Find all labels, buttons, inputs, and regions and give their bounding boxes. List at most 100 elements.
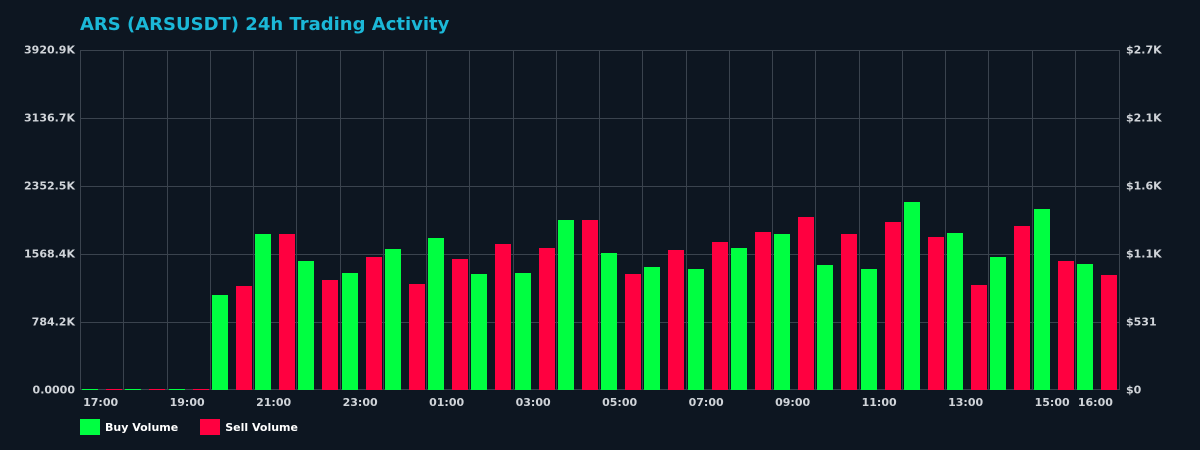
- x-tick: 01:00: [429, 396, 465, 409]
- sell-volume-bar[interactable]: [712, 242, 728, 390]
- y-left-tick: 3136.7K: [24, 111, 75, 125]
- buy-volume-bar[interactable]: [947, 233, 963, 390]
- sell-volume-bar[interactable]: [798, 217, 814, 390]
- h-gridline: [81, 118, 1119, 119]
- buy-volume-bar[interactable]: [471, 274, 487, 390]
- sell-volume-bar[interactable]: [755, 232, 771, 390]
- sell-volume-bar[interactable]: [322, 280, 338, 390]
- buy-volume-bar[interactable]: [731, 248, 747, 390]
- sell-volume-bar[interactable]: [841, 234, 857, 390]
- sell-swatch-icon: [200, 419, 221, 435]
- buy-volume-bar[interactable]: [212, 295, 228, 390]
- v-gridline: [772, 50, 773, 390]
- sell-volume-bar[interactable]: [928, 237, 944, 390]
- sell-volume-bar[interactable]: [539, 248, 555, 390]
- buy-volume-bar[interactable]: [774, 234, 790, 390]
- sell-volume-bar[interactable]: [885, 222, 901, 390]
- buy-volume-bar[interactable]: [342, 273, 358, 390]
- h-gridline: [81, 254, 1119, 255]
- legend-item-buy[interactable]: Buy Volume: [80, 419, 178, 435]
- legend-label-sell: Sell Volume: [225, 420, 298, 434]
- buy-volume-bar[interactable]: [255, 234, 271, 390]
- y-right-tick: $0: [1126, 383, 1142, 397]
- v-gridline: [1032, 50, 1033, 390]
- v-gridline: [556, 50, 557, 390]
- sell-volume-bar[interactable]: [193, 389, 209, 390]
- y-left-tick: 784.2K: [31, 315, 75, 329]
- v-gridline: [123, 50, 124, 390]
- v-gridline: [426, 50, 427, 390]
- sell-volume-bar[interactable]: [236, 286, 252, 390]
- sell-volume-bar[interactable]: [409, 284, 425, 390]
- sell-volume-bar[interactable]: [582, 220, 598, 390]
- buy-volume-bar[interactable]: [644, 267, 660, 390]
- v-gridline: [729, 50, 730, 390]
- buy-volume-bar[interactable]: [428, 238, 444, 390]
- buy-volume-bar[interactable]: [990, 257, 1006, 390]
- h-gridline: [81, 50, 1119, 51]
- legend-label-buy: Buy Volume: [105, 420, 179, 434]
- buy-volume-bar[interactable]: [1034, 209, 1050, 390]
- buy-volume-bar[interactable]: [82, 389, 98, 390]
- buy-volume-bar[interactable]: [385, 249, 401, 390]
- buy-volume-bar[interactable]: [169, 389, 185, 390]
- chart-title: ARS (ARSUSDT) 24h Trading Activity: [80, 14, 450, 35]
- buy-volume-bar[interactable]: [298, 261, 314, 390]
- buy-volume-bar[interactable]: [688, 269, 704, 390]
- x-tick: 17:00: [83, 396, 119, 409]
- v-gridline: [210, 50, 211, 390]
- v-gridline: [642, 50, 643, 390]
- x-tick: 13:00: [948, 396, 984, 409]
- legend-item-sell[interactable]: Sell Volume: [200, 419, 298, 435]
- y-right-tick: $1.1K: [1126, 247, 1162, 261]
- buy-volume-bar[interactable]: [125, 389, 141, 390]
- v-gridline: [859, 50, 860, 390]
- x-tick: 09:00: [775, 396, 811, 409]
- y-right-tick: $1.6K: [1126, 179, 1162, 193]
- x-tick: 05:00: [602, 396, 638, 409]
- x-tick: 19:00: [169, 396, 205, 409]
- x-tick: 23:00: [342, 396, 378, 409]
- v-gridline: [902, 50, 903, 390]
- v-gridline: [469, 50, 470, 390]
- y-left-tick: 0.0000: [32, 383, 75, 397]
- buy-volume-bar[interactable]: [904, 202, 920, 390]
- h-gridline: [81, 186, 1119, 187]
- sell-volume-bar[interactable]: [366, 257, 382, 390]
- buy-volume-bar[interactable]: [515, 273, 531, 390]
- sell-volume-bar[interactable]: [279, 234, 295, 390]
- v-gridline: [599, 50, 600, 390]
- sell-volume-bar[interactable]: [106, 389, 122, 390]
- sell-volume-bar[interactable]: [452, 259, 468, 390]
- y-right-tick: $2.1K: [1126, 111, 1162, 125]
- sell-volume-bar[interactable]: [495, 244, 511, 390]
- buy-volume-bar[interactable]: [861, 269, 877, 390]
- v-gridline: [167, 50, 168, 390]
- y-left-tick: 2352.5K: [24, 179, 75, 193]
- v-gridline: [1075, 50, 1076, 390]
- sell-volume-bar[interactable]: [971, 285, 987, 390]
- legend: Buy Volume Sell Volume: [80, 419, 320, 435]
- x-tick: 15:00: [1034, 396, 1070, 409]
- x-tick: 03:00: [515, 396, 551, 409]
- sell-volume-bar[interactable]: [149, 389, 165, 390]
- sell-volume-bar[interactable]: [668, 250, 684, 390]
- x-tick: 21:00: [256, 396, 292, 409]
- y-right-tick: $531: [1126, 315, 1157, 329]
- buy-volume-bar[interactable]: [558, 220, 574, 390]
- v-gridline: [383, 50, 384, 390]
- v-gridline: [340, 50, 341, 390]
- buy-volume-bar[interactable]: [1077, 264, 1093, 390]
- v-gridline: [513, 50, 514, 390]
- sell-volume-bar[interactable]: [625, 274, 641, 390]
- x-tick: 16:00: [1077, 396, 1113, 409]
- sell-volume-bar[interactable]: [1014, 226, 1030, 390]
- sell-volume-bar[interactable]: [1101, 275, 1117, 390]
- y-left-tick: 3920.9K: [24, 43, 75, 57]
- sell-volume-bar[interactable]: [1058, 261, 1074, 390]
- buy-volume-bar[interactable]: [601, 253, 617, 390]
- buy-volume-bar[interactable]: [817, 265, 833, 390]
- v-gridline: [253, 50, 254, 390]
- buy-swatch-icon: [80, 419, 100, 435]
- y-left-tick: 1568.4K: [24, 247, 75, 261]
